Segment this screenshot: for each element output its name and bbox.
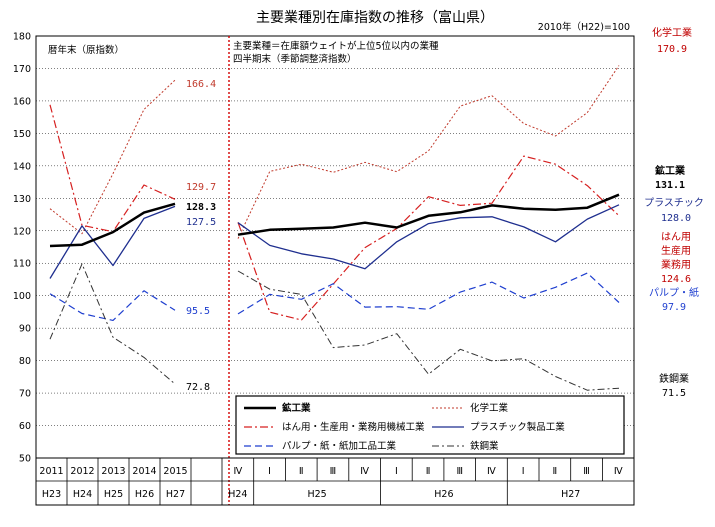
quarterly-series-steel [237,270,620,391]
legend-label-machinery: はん用・生産用・業務用機械工業 [282,421,425,433]
annual-end-label-pulp: 95.5 [186,306,210,317]
annual-end-label-steel: 72.8 [186,382,210,393]
x-quarter-label: Ⅱ [553,466,558,477]
x-era-label: H27 [166,489,185,500]
x-year-label: 2014 [132,466,156,477]
series-lines [49,65,620,391]
side-label-pulp-value: 97.9 [662,302,686,313]
base-year-note: 2010年（H22)=100 [538,21,630,33]
annual-series-steel [49,263,176,385]
x-quarter-label: Ⅳ [360,466,369,477]
side-label-steel-name: 鉄鋼業 [659,372,689,385]
side-label-machinery-name-1: はん用 [661,231,691,243]
side-label-steel-value: 71.5 [662,388,686,399]
side-label-plastic-name: プラスチック [644,197,704,209]
side-label-mining-value: 131.1 [655,180,685,191]
x-year-label: 2013 [101,466,125,477]
side-label-pulp-name: パルプ・紙 [649,286,699,299]
legend: 鉱工業 化学工業 はん用・生産用・業務用機械工業 プラスチック製品工業 パルプ・… [235,395,625,455]
annual-series-plastic [49,205,176,279]
y-tick-label: 130 [13,194,31,205]
quarterly-series-pulp [237,272,620,315]
x-quarter-label: Ⅱ [426,466,431,477]
quarterly-series-plastic [237,204,620,270]
x-quarter-era-label: H24 [228,489,247,500]
x-quarter-label: Ⅰ [522,466,525,477]
side-label-machinery-name-3: 業務用 [661,258,691,271]
x-quarter-era-label: H26 [434,489,453,500]
x-quarter-label: Ⅲ [583,466,590,477]
quarter-note-1: 主要業種＝在庫額ウェイトが上位5位以内の業種 [233,40,439,52]
y-tick-label: 100 [13,291,31,302]
legend-label-pulp: パルプ・紙・紙加工品工業 [282,440,397,452]
legend-box [235,395,625,455]
annual-end-label-machinery: 129.7 [186,182,216,193]
annual-series-chemical [49,79,176,235]
y-tick-label: 120 [13,226,31,237]
x-quarter-label: Ⅳ [487,466,496,477]
x-axis-table: 2011 H23 2012 H24 2013 H25 2014 H26 2015 H27 Ⅳ Ⅰ Ⅱ Ⅲ Ⅳ… [35,457,635,506]
y-tick-label: 180 [13,32,31,43]
annual-end-label-mining: 128.3 [186,202,216,213]
y-tick-label: 150 [13,129,31,140]
x-quarter-label: Ⅰ [395,466,398,477]
x-era-label: H25 [104,489,123,500]
side-label-mining-name: 鉱工業 [655,164,686,177]
y-tick-label: 110 [13,259,31,270]
legend-label-steel: 鉄鋼業 [470,440,499,452]
annual-series-mining [49,202,176,248]
side-labels: 化学工業 170.9 鉱工業 131.1 プラスチック 128.0 はん用 生産… [644,26,704,399]
y-tick-label: 90 [19,324,31,335]
annual-end-label-plastic: 127.5 [186,217,216,228]
x-quarter-label: Ⅲ [456,466,463,477]
annual-series-pulp [49,290,176,321]
side-label-machinery-value: 124.6 [661,274,691,285]
y-tick-label: 170 [13,64,31,75]
legend-label-mining: 鉱工業 [282,402,311,414]
y-tick-label: 140 [13,161,31,172]
legend-label-chemical: 化学工業 [470,402,509,414]
x-era-label: H23 [42,489,61,500]
x-year-label: 2012 [70,466,94,477]
y-tick-label: 60 [19,421,31,432]
x-quarter-era-label: H25 [307,489,326,500]
side-label-chemical-name: 化学工業 [652,26,692,39]
x-quarter-label: Ⅳ [614,466,623,477]
side-label-plastic-value: 128.0 [661,213,691,224]
annual-end-label-chemical: 166.4 [186,79,216,90]
x-era-label: H24 [73,489,92,500]
side-label-machinery-name-2: 生産用 [661,244,691,257]
side-label-chemical-value: 170.9 [657,44,687,55]
annual-series-machinery [49,104,176,233]
y-tick-label: 50 [19,454,31,465]
annual-note: 暦年末（原指数） [48,44,124,56]
y-tick-label: 70 [19,389,31,400]
y-tick-label: 80 [19,356,31,367]
x-quarter-era-label: H27 [561,489,580,500]
legend-label-plastic: プラスチック製品工業 [470,421,565,433]
y-axis-tick-labels: 50 60 70 80 90 100 110 120 130 140 150 160 170 180 [13,32,31,465]
quarterly-series-chemical [237,65,620,239]
chart-title: 主要業種別在庫指数の推移（富山県） [256,9,494,26]
x-quarter-label: Ⅰ [268,466,271,477]
quarter-note-2: 四半期末（季節調整済指数） [233,53,357,65]
x-quarter-label: Ⅱ [299,466,304,477]
quarterly-series-mining [237,193,620,236]
x-quarter-label: Ⅳ [233,466,242,477]
x-quarter-label: Ⅲ [330,466,337,477]
x-year-label: 2015 [163,466,187,477]
y-tick-label: 160 [13,96,31,107]
x-year-label: 2011 [39,466,63,477]
x-era-label: H26 [135,489,154,500]
quarterly-series-machinery [237,155,620,321]
